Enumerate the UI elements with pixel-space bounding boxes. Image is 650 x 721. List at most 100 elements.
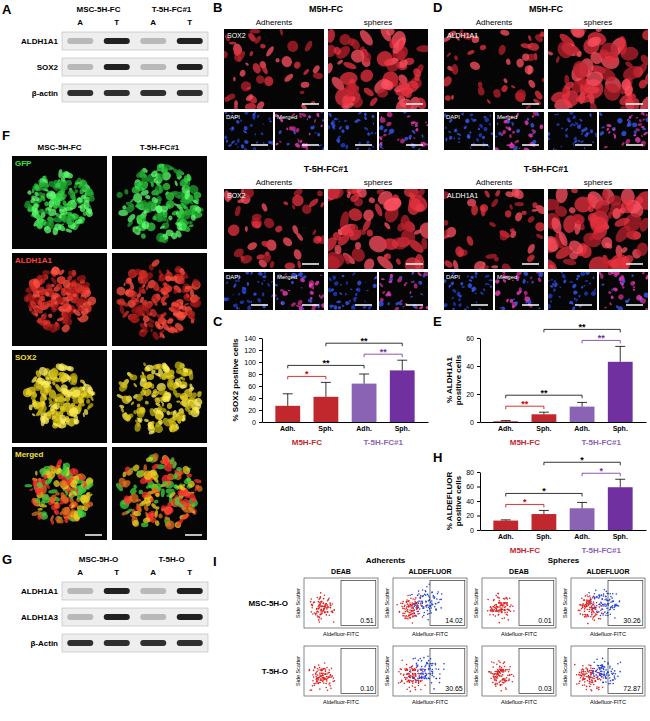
stain-label: ALDH1A1 bbox=[447, 192, 478, 199]
cell bbox=[386, 290, 392, 297]
cell bbox=[233, 283, 237, 288]
cell bbox=[290, 301, 296, 307]
cell bbox=[224, 50, 229, 59]
cell bbox=[514, 301, 519, 306]
cell bbox=[454, 128, 458, 133]
cell bbox=[526, 253, 536, 263]
cell bbox=[54, 515, 65, 524]
figure-container: AMSC-5H-FCT-5H-FC#1ATATALDH1A1SOX2β-acti… bbox=[0, 0, 650, 721]
cell bbox=[267, 282, 271, 287]
cell bbox=[395, 258, 401, 266]
cell bbox=[464, 308, 467, 310]
cell bbox=[349, 193, 360, 203]
cell bbox=[589, 216, 608, 234]
cell bbox=[76, 508, 83, 515]
cell bbox=[503, 78, 509, 84]
cell bbox=[346, 281, 349, 285]
cell bbox=[379, 300, 385, 308]
cell bbox=[253, 292, 257, 296]
image-background bbox=[328, 29, 428, 109]
blot-band bbox=[177, 588, 203, 594]
cell bbox=[418, 280, 423, 285]
micrograph bbox=[112, 156, 207, 249]
cell bbox=[226, 222, 242, 238]
cell bbox=[604, 55, 617, 63]
cell bbox=[538, 307, 541, 309]
cell bbox=[578, 140, 580, 143]
cell bbox=[564, 133, 569, 138]
blot-strip bbox=[62, 84, 208, 102]
image-background bbox=[328, 272, 377, 310]
cell bbox=[599, 273, 603, 279]
cell bbox=[417, 219, 428, 241]
cell bbox=[264, 272, 266, 275]
cell bbox=[511, 189, 519, 198]
cell bbox=[421, 134, 424, 138]
panel-letter: A bbox=[2, 2, 12, 17]
cell bbox=[469, 131, 472, 134]
cell bbox=[252, 112, 256, 116]
blot-band bbox=[104, 90, 130, 96]
micrograph bbox=[444, 29, 544, 109]
cell bbox=[472, 259, 487, 269]
cell bbox=[500, 84, 509, 93]
blot-strip bbox=[62, 58, 208, 76]
cell bbox=[645, 308, 648, 310]
cell bbox=[540, 30, 544, 38]
cell bbox=[619, 198, 635, 215]
cell bbox=[77, 306, 84, 312]
cell bbox=[224, 135, 228, 139]
cell bbox=[357, 228, 366, 235]
cell bbox=[585, 280, 588, 282]
cell bbox=[576, 50, 582, 57]
cell bbox=[314, 280, 320, 286]
scale-bar bbox=[302, 304, 319, 306]
cell bbox=[411, 143, 417, 149]
cell bbox=[333, 281, 339, 287]
scale-bar bbox=[522, 103, 539, 105]
cell bbox=[39, 504, 47, 508]
image-background bbox=[112, 156, 207, 249]
cell bbox=[356, 148, 359, 150]
cell bbox=[415, 128, 419, 133]
blot-band bbox=[140, 38, 166, 44]
panel-letter: B bbox=[213, 0, 222, 15]
cell bbox=[290, 193, 306, 209]
cell bbox=[319, 144, 322, 146]
cell bbox=[240, 144, 244, 149]
cell bbox=[536, 112, 540, 117]
cell bbox=[70, 194, 77, 201]
image-background bbox=[495, 272, 544, 310]
cell bbox=[414, 73, 420, 81]
cell bbox=[44, 201, 49, 207]
cell bbox=[280, 300, 286, 306]
cell bbox=[297, 260, 301, 268]
cell bbox=[581, 230, 603, 249]
cell bbox=[55, 458, 63, 469]
cell bbox=[410, 295, 413, 298]
cell bbox=[353, 298, 356, 302]
cell bbox=[638, 216, 648, 233]
blot-band bbox=[104, 640, 130, 646]
cell bbox=[37, 486, 43, 494]
cell bbox=[80, 194, 87, 200]
cell bbox=[640, 29, 648, 42]
cell bbox=[475, 138, 480, 143]
cell bbox=[321, 302, 324, 308]
column-header: Adherents bbox=[476, 178, 512, 187]
cell bbox=[346, 191, 351, 198]
cell bbox=[375, 49, 395, 68]
cell bbox=[250, 301, 252, 303]
cell bbox=[249, 51, 254, 57]
image-background bbox=[275, 112, 324, 150]
cell bbox=[479, 44, 486, 51]
group-title: T-5H-FC#1 bbox=[524, 164, 569, 174]
cell bbox=[239, 80, 252, 93]
cell bbox=[345, 125, 349, 130]
scale-bar bbox=[626, 144, 643, 146]
cell bbox=[59, 493, 69, 504]
lane-label: A bbox=[150, 18, 156, 27]
cell bbox=[340, 142, 346, 148]
channel-label: DAPI bbox=[446, 114, 460, 120]
cell bbox=[550, 300, 551, 303]
